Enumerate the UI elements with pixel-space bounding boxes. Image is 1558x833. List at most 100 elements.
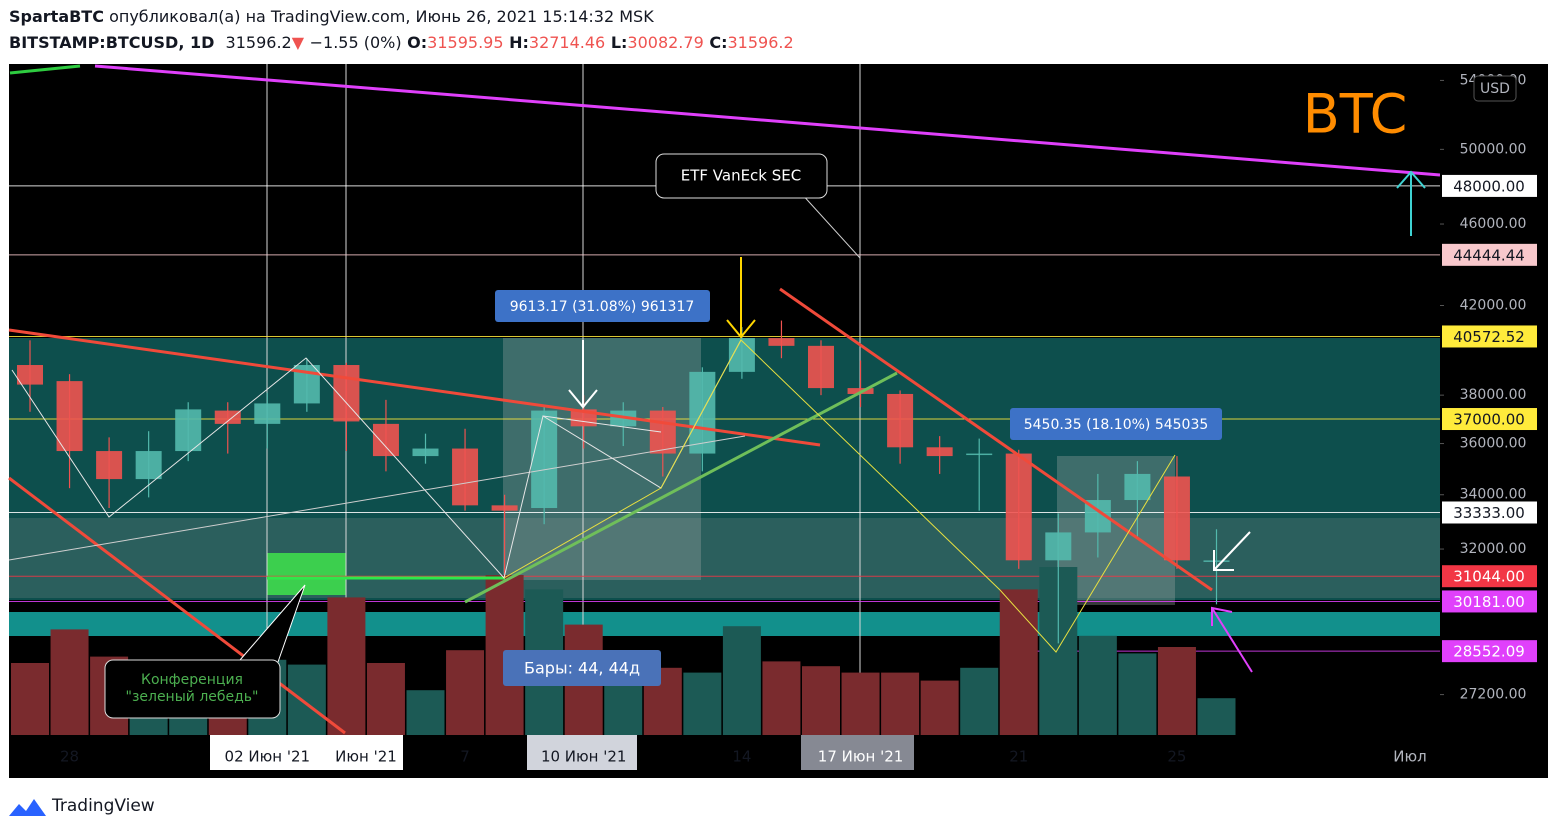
- candle-body: [808, 345, 834, 389]
- volumes: [11, 567, 1236, 735]
- level-label-box: [1442, 325, 1537, 348]
- x-tick-label: 7: [460, 748, 470, 766]
- x-tick-label: 21: [1009, 748, 1028, 766]
- x-tick-label: 14: [732, 748, 751, 766]
- currency[interactable]: USD: [1480, 81, 1510, 97]
- zones: [9, 338, 1440, 636]
- arrow: [1396, 170, 1426, 189]
- y-tick-label: 46000.00: [1460, 216, 1527, 232]
- arrow: [1211, 607, 1253, 673]
- candle-body: [175, 409, 202, 452]
- green-box: [267, 553, 346, 595]
- volume-bar: [446, 650, 485, 735]
- volume-bar: [1118, 653, 1157, 735]
- level-label: 31044.00: [1453, 568, 1525, 586]
- level-label: 48000.00: [1453, 177, 1525, 195]
- x-axis: 28 02 Июн '21 7 10 Июн '21 14 17 Июн '21 21 25 И…: [60, 748, 1427, 766]
- time-highlight: [210, 735, 403, 770]
- candle-body: [531, 410, 558, 509]
- time-highlight: [801, 735, 914, 770]
- level-label: 33333.00: [1453, 504, 1525, 522]
- volume-bar: [327, 597, 366, 735]
- ticker-text: BTC: [1303, 83, 1408, 146]
- drawings: [8, 64, 1441, 735]
- level-label: 40572.52: [1453, 328, 1525, 346]
- x-tick-label: Июн '21: [335, 748, 397, 766]
- published: опубликовал(а) на TradingView.com, Июнь …: [109, 7, 654, 26]
- trendline: [464, 371, 898, 604]
- y-tick-label: 34000.00: [1460, 487, 1527, 503]
- callout-pointer: [799, 191, 861, 259]
- o-label: O:: [407, 33, 428, 52]
- candle-body: [1163, 476, 1190, 561]
- volume-bar: [287, 664, 326, 735]
- callout-text: ETF VanEck SEC: [681, 167, 801, 185]
- level-label: 28552.09: [1453, 643, 1525, 661]
- measure-label: 9613.17 (31.08%) 961317: [510, 299, 695, 315]
- symbol: BITSTAMP:BTCUSD, 1D: [9, 33, 215, 52]
- c-label: C:: [709, 33, 728, 52]
- callout-text: "зеленый лебедь": [126, 689, 259, 705]
- volume-bar: [50, 629, 89, 735]
- zigzag: [503, 339, 1176, 653]
- candle-body: [17, 365, 43, 385]
- volume-bar: [11, 663, 49, 735]
- volume-bar: [881, 672, 920, 735]
- arrow: [1211, 606, 1233, 626]
- y-tick-label: 32000.00: [1460, 541, 1527, 557]
- callout-box: [104, 659, 281, 719]
- candle-body: [452, 448, 479, 506]
- level-label: 44444.44: [1453, 246, 1525, 264]
- x-tick-label: 17 Июн '21: [818, 748, 904, 766]
- gray-zone: [9, 518, 1440, 598]
- o-value: 31595.95: [427, 33, 504, 52]
- candle-body: [372, 423, 399, 457]
- change: −1.55 (0%): [309, 33, 402, 52]
- time-axis-highlights: [210, 735, 914, 770]
- x-tick-label: 10 Июн '21: [541, 748, 627, 766]
- y-tick-label: 42000.00: [1460, 298, 1527, 314]
- trendline: [8, 328, 821, 447]
- x-tick-label: 25: [1167, 748, 1186, 766]
- candle-body: [56, 381, 83, 452]
- trendline: [9, 64, 81, 75]
- arrow: [1213, 550, 1234, 571]
- volume-bar: [722, 626, 761, 735]
- volume-bar: [683, 672, 722, 735]
- l-value: 30082.79: [627, 33, 704, 52]
- candle-body: [649, 410, 676, 454]
- arrow: [1213, 531, 1251, 571]
- arrow: [726, 319, 756, 339]
- level-label-box: [1442, 501, 1537, 524]
- level-label-box: [1442, 640, 1537, 663]
- time-highlight: [527, 735, 637, 770]
- currency-box[interactable]: [1473, 75, 1517, 102]
- candle-body: [1005, 453, 1032, 561]
- volume-bar: [960, 667, 999, 735]
- y-tick-label: 27200.00: [1460, 687, 1527, 703]
- arrow: ▼: [291, 33, 305, 52]
- brand: TradingView: [51, 796, 155, 816]
- trendline: [779, 287, 1213, 592]
- callout-text: Конференция: [141, 672, 243, 688]
- volume-bar: [1078, 635, 1117, 735]
- callout-box: [655, 153, 828, 199]
- level-label-box: [1442, 174, 1537, 197]
- symbol-line: BITSTAMP:BTCUSD, 1D 31596.2▼ −1.55 (0%) …: [9, 33, 794, 52]
- h-value: 32714.46: [528, 33, 606, 52]
- candle-body: [689, 371, 716, 454]
- volume-bar: [1197, 698, 1236, 735]
- y-axis: 54000.0050000.0046000.0042000.0038000.00…: [1440, 72, 1537, 703]
- candle-body: [887, 393, 914, 448]
- author: SpartaBTC: [9, 7, 104, 26]
- volume-bar: [802, 666, 840, 735]
- x-tick-label: 02 Июн '21: [225, 748, 311, 766]
- candle-body: [96, 451, 123, 480]
- volume-bar: [841, 672, 880, 735]
- publish-line: SpartaBTC опубликовал(а) на TradingView.…: [9, 7, 654, 26]
- candle-body: [966, 453, 993, 456]
- candle-body: [1045, 532, 1072, 561]
- level-label-box: [1442, 565, 1537, 588]
- volume-bar: [999, 589, 1038, 735]
- x-tick-label: Июл: [1393, 748, 1426, 766]
